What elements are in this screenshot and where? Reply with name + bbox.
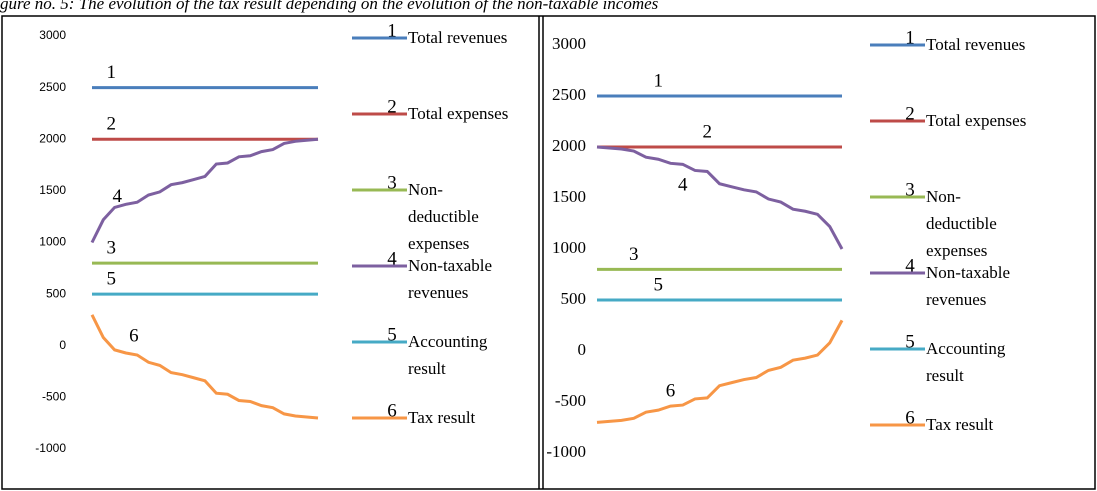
legend-number: 5 bbox=[905, 331, 915, 352]
legend-label: Tax result bbox=[408, 408, 476, 427]
legend-label: Non-taxable revenues bbox=[926, 263, 1011, 309]
legend-label: Non-taxable revenues bbox=[408, 256, 493, 302]
series-line bbox=[90, 137, 319, 244]
y-tick-label: -500 bbox=[42, 390, 66, 404]
frame bbox=[1, 15, 1096, 490]
y-tick-label: 1500 bbox=[552, 187, 586, 206]
legend-label: Non-deductible expenses bbox=[926, 187, 997, 260]
line-label: 4 bbox=[678, 175, 688, 196]
line-label: 2 bbox=[107, 114, 117, 135]
line-label: 3 bbox=[629, 244, 639, 265]
legend-number: 6 bbox=[387, 400, 397, 421]
legend-label: Total expenses bbox=[408, 104, 509, 123]
y-tick-label: 500 bbox=[561, 289, 587, 308]
y-tick-label: 500 bbox=[46, 286, 66, 300]
legend-label: Total expenses bbox=[926, 111, 1027, 130]
y-tick-label: -500 bbox=[555, 391, 586, 410]
y-tick-label: 1000 bbox=[552, 238, 586, 257]
line-label: 6 bbox=[129, 325, 139, 346]
line-label: 2 bbox=[703, 121, 713, 142]
legend-number: 3 bbox=[387, 172, 397, 193]
y-tick-label: 2000 bbox=[552, 136, 586, 155]
legend-label: Non-deductible expenses bbox=[408, 180, 479, 253]
line-label: 1 bbox=[654, 70, 664, 91]
y-tick-label: 2500 bbox=[39, 80, 66, 94]
line-label: 4 bbox=[113, 186, 123, 207]
y-tick-label: 1000 bbox=[39, 235, 66, 249]
legend-number: 6 bbox=[905, 407, 915, 428]
legend-number: 3 bbox=[905, 179, 915, 200]
line-label: 5 bbox=[107, 268, 117, 289]
y-tick-label: -1000 bbox=[546, 442, 586, 461]
legend-label: Tax result bbox=[926, 415, 994, 434]
line-label: 1 bbox=[107, 62, 117, 83]
y-tick-label: 2000 bbox=[39, 131, 66, 145]
legend-label: Accounting result bbox=[408, 332, 488, 378]
series-line bbox=[596, 319, 844, 424]
line-label: 6 bbox=[666, 380, 676, 401]
legend-number: 2 bbox=[387, 96, 397, 117]
series-line bbox=[596, 145, 844, 250]
legend-label: Accounting result bbox=[926, 339, 1006, 385]
legend-number: 2 bbox=[905, 103, 915, 124]
y-tick-label: 1500 bbox=[39, 183, 66, 197]
y-tick-label: -1000 bbox=[35, 441, 66, 455]
y-tick-label: 0 bbox=[578, 340, 587, 359]
y-tick-label: 3000 bbox=[552, 34, 586, 53]
series-line bbox=[90, 314, 319, 420]
line-label: 3 bbox=[107, 238, 117, 259]
legend-number: 5 bbox=[387, 324, 397, 345]
legend-number: 4 bbox=[387, 248, 397, 269]
y-tick-label: 3000 bbox=[39, 28, 66, 42]
legend-label: Total revenues bbox=[408, 28, 508, 47]
legend-label: Total revenues bbox=[926, 35, 1026, 54]
legend-number: 4 bbox=[905, 255, 915, 276]
y-tick-label: 2500 bbox=[552, 85, 586, 104]
legend-number: 1 bbox=[905, 27, 915, 48]
line-label: 5 bbox=[654, 274, 664, 295]
caption: gure no. 5: The evolution of the tax res… bbox=[0, 0, 659, 13]
legend-number: 1 bbox=[387, 20, 397, 41]
y-tick-label: 0 bbox=[59, 338, 66, 352]
